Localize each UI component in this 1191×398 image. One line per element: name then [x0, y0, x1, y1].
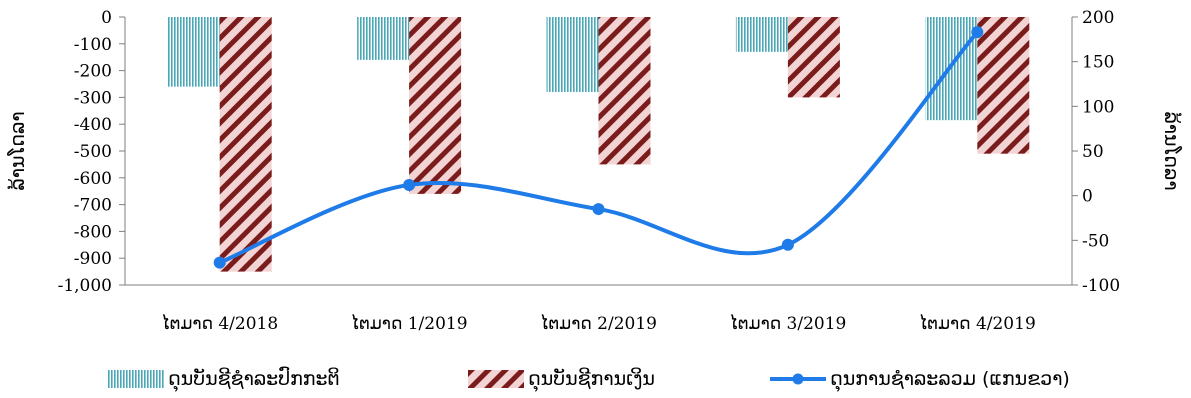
right-tick-label: -50	[1082, 231, 1109, 251]
left-tick-label: -700	[74, 196, 112, 216]
bar-current-account-1	[167, 17, 220, 87]
category-label: ໄຕມາດ 1/2019	[351, 313, 468, 334]
right-tick-label: 150	[1082, 53, 1114, 73]
legend: ດຸນບັນຊີຊໍາລະປົກກະຕິ ດຸນບັນຊີການເງິນ ດຸນ…	[0, 362, 1191, 398]
category-label: ໄຕມາດ 3/2019	[729, 313, 846, 334]
legend-swatch-diagonal-stripes	[468, 370, 524, 388]
line-point-1	[213, 256, 226, 269]
left-tick-label: -400	[74, 115, 112, 135]
left-tick-label: -1,000	[58, 276, 112, 296]
right-tick-label: 200	[1082, 8, 1114, 28]
legend-item-financial-account: ດຸນບັນຊີການເງິນ	[468, 368, 655, 390]
right-tick-label: 0	[1082, 187, 1093, 207]
category-label: ໄຕມາດ 4/2018	[161, 313, 278, 334]
line-overall-balance	[218, 30, 979, 265]
left-tick-label: -200	[74, 62, 112, 82]
left-tick-label: -500	[74, 142, 112, 162]
bar-current-account-4	[735, 17, 788, 52]
bar-financial-account-3	[598, 17, 651, 165]
left-tick-label: -900	[74, 249, 112, 269]
bar-current-account-3	[546, 17, 599, 93]
legend-label-financial-account: ດຸນບັນຊີການເງິນ	[528, 368, 655, 390]
left-tick-label: 0	[101, 8, 112, 28]
legend-item-overall-balance: ດຸນການຊໍາລະລວມ (ແກນຂວາ)	[770, 368, 1070, 390]
line-layer	[213, 26, 984, 269]
labels-layer: 0-100-200-300-400-500-600-700-800-900-1,…	[6, 8, 1183, 334]
bar-financial-account-2	[409, 17, 462, 194]
legend-label-current-account: ດຸນບັນຊີຊໍາລະປົກກະຕິ	[168, 368, 340, 390]
left-tick-label: -800	[74, 222, 112, 242]
right-axis-title: ລ້ານໂດລາ	[1160, 111, 1183, 190]
left-tick-label: -300	[74, 88, 112, 108]
line-point-3	[592, 203, 605, 216]
legend-label-overall-balance: ດຸນການຊໍາລະລວມ (ແກນຂວາ)	[830, 368, 1070, 390]
legend-item-current-account: ດຸນບັນຊີຊໍາລະປົກກະຕິ	[108, 368, 340, 390]
bars-layer	[167, 17, 1030, 272]
legend-swatch-vertical-stripes	[108, 370, 164, 388]
chart-svg: 0-100-200-300-400-500-600-700-800-900-1,…	[6, 8, 1183, 334]
right-tick-label: 100	[1082, 97, 1114, 117]
line-point-2	[403, 178, 416, 191]
bar-current-account-2	[357, 17, 410, 60]
left-tick-label: -100	[74, 35, 112, 55]
line-point-5	[971, 26, 984, 39]
bar-financial-account-5	[977, 17, 1030, 154]
category-label: ໄຕມາດ 2/2019	[540, 313, 657, 334]
axes-layer	[119, 16, 1078, 286]
legend-swatch-line	[770, 373, 826, 385]
bar-financial-account-4	[787, 17, 840, 98]
bar-financial-account-1	[219, 17, 272, 272]
category-label: ໄຕມາດ 4/2019	[919, 313, 1036, 334]
right-tick-label: -100	[1082, 276, 1120, 296]
line-point-4	[781, 238, 794, 251]
left-tick-label: -600	[74, 169, 112, 189]
right-tick-label: 50	[1082, 142, 1104, 162]
left-axis-title: ລ້ານໂດລາ	[6, 111, 29, 190]
